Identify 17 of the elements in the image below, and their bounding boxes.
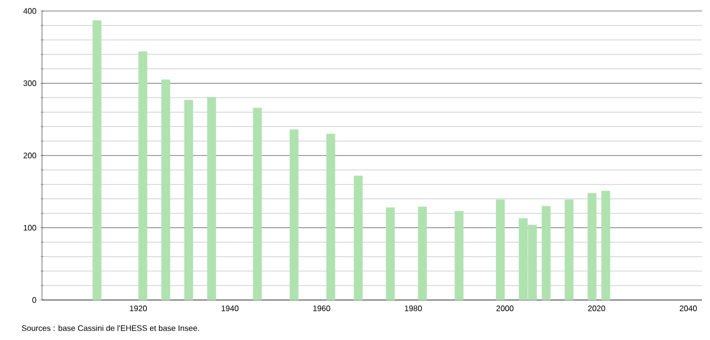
bar bbox=[161, 80, 170, 300]
bar bbox=[496, 200, 505, 300]
bar bbox=[184, 100, 194, 300]
bar bbox=[418, 206, 427, 300]
bar bbox=[354, 176, 363, 300]
bar bbox=[207, 96, 216, 300]
bar bbox=[588, 193, 596, 300]
bar bbox=[290, 129, 298, 300]
bar bbox=[601, 190, 610, 300]
bar bbox=[542, 206, 551, 300]
bar bbox=[564, 200, 574, 300]
bar bbox=[253, 108, 262, 300]
bar bbox=[386, 207, 395, 300]
bar bbox=[92, 20, 102, 300]
bar bbox=[326, 134, 336, 300]
bar bbox=[138, 51, 148, 300]
bar bbox=[454, 211, 464, 300]
